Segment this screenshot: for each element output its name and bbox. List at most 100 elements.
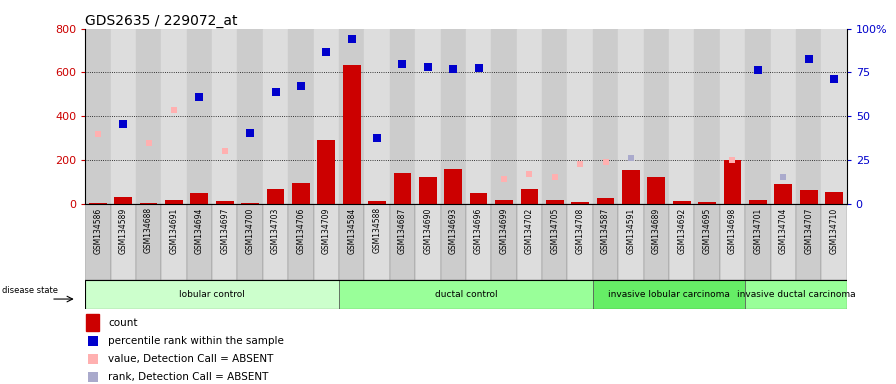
- Bar: [745, 29, 771, 204]
- Bar: [212, 204, 237, 280]
- Text: GSM134691: GSM134691: [169, 207, 178, 253]
- Bar: [771, 29, 796, 204]
- Text: rank, Detection Call = ABSENT: rank, Detection Call = ABSENT: [108, 371, 269, 382]
- Bar: [749, 200, 767, 204]
- Bar: [593, 204, 618, 280]
- Text: GSM134705: GSM134705: [550, 207, 559, 254]
- Text: disease state: disease state: [2, 286, 57, 295]
- Bar: [339, 204, 365, 280]
- Text: GSM134687: GSM134687: [398, 207, 407, 253]
- Text: GSM134706: GSM134706: [297, 207, 306, 254]
- Bar: [622, 170, 640, 204]
- Text: lobular control: lobular control: [179, 290, 245, 299]
- Bar: [567, 29, 593, 204]
- Bar: [495, 200, 513, 204]
- Text: GSM134697: GSM134697: [220, 207, 229, 254]
- Bar: [673, 201, 691, 204]
- Bar: [491, 29, 517, 204]
- Bar: [771, 204, 796, 280]
- Bar: [339, 29, 365, 204]
- Bar: [542, 29, 567, 204]
- Bar: [314, 29, 339, 204]
- Bar: [216, 201, 234, 204]
- Bar: [724, 160, 741, 204]
- Bar: [165, 200, 183, 204]
- Bar: [546, 200, 564, 204]
- Bar: [365, 29, 390, 204]
- Text: percentile rank within the sample: percentile rank within the sample: [108, 336, 284, 346]
- Bar: [85, 29, 110, 204]
- Text: GSM134587: GSM134587: [601, 207, 610, 253]
- Bar: [796, 29, 822, 204]
- Bar: [719, 204, 745, 280]
- Bar: [491, 204, 517, 280]
- Text: GSM134689: GSM134689: [651, 207, 661, 253]
- Bar: [339, 280, 593, 309]
- Bar: [521, 189, 538, 204]
- Bar: [796, 204, 822, 280]
- Bar: [390, 29, 415, 204]
- Text: GSM134707: GSM134707: [804, 207, 814, 254]
- Bar: [643, 29, 669, 204]
- Bar: [267, 189, 284, 204]
- Bar: [567, 204, 593, 280]
- Bar: [263, 29, 289, 204]
- Bar: [136, 29, 161, 204]
- Bar: [441, 29, 466, 204]
- Bar: [542, 204, 567, 280]
- Bar: [237, 204, 263, 280]
- Bar: [466, 29, 491, 204]
- Bar: [89, 203, 107, 204]
- Bar: [263, 204, 289, 280]
- Text: GSM134702: GSM134702: [525, 207, 534, 253]
- Text: GSM134696: GSM134696: [474, 207, 483, 254]
- Bar: [517, 29, 542, 204]
- Bar: [365, 204, 390, 280]
- Bar: [136, 204, 161, 280]
- Text: GSM134710: GSM134710: [830, 207, 839, 253]
- Bar: [289, 204, 314, 280]
- Bar: [643, 204, 669, 280]
- Bar: [694, 29, 719, 204]
- Bar: [694, 204, 719, 280]
- Bar: [618, 204, 643, 280]
- Text: ductal control: ductal control: [435, 290, 497, 299]
- Bar: [774, 184, 792, 204]
- Bar: [618, 29, 643, 204]
- Text: GSM134589: GSM134589: [118, 207, 128, 253]
- Bar: [466, 204, 491, 280]
- Text: invasive ductal carcinoma: invasive ductal carcinoma: [737, 290, 856, 299]
- Bar: [390, 204, 415, 280]
- Bar: [212, 29, 237, 204]
- Text: GSM134688: GSM134688: [144, 207, 153, 253]
- Text: GSM134694: GSM134694: [194, 207, 204, 254]
- Bar: [745, 280, 847, 309]
- Bar: [186, 204, 212, 280]
- Bar: [191, 193, 208, 204]
- Bar: [110, 204, 136, 280]
- Bar: [822, 29, 847, 204]
- Bar: [314, 204, 339, 280]
- Text: GSM134693: GSM134693: [449, 207, 458, 254]
- Text: GSM134588: GSM134588: [373, 207, 382, 253]
- Bar: [593, 280, 745, 309]
- Bar: [85, 204, 110, 280]
- Bar: [822, 204, 847, 280]
- Text: GSM134709: GSM134709: [322, 207, 331, 254]
- Bar: [470, 193, 487, 204]
- Bar: [393, 173, 411, 204]
- Bar: [343, 65, 360, 204]
- Text: GSM134699: GSM134699: [499, 207, 509, 254]
- Bar: [698, 202, 716, 204]
- Text: GSM134692: GSM134692: [677, 207, 686, 253]
- Bar: [419, 177, 436, 204]
- Bar: [161, 204, 186, 280]
- Text: GSM134586: GSM134586: [93, 207, 102, 253]
- Bar: [186, 29, 212, 204]
- Text: value, Detection Call = ABSENT: value, Detection Call = ABSENT: [108, 354, 273, 364]
- Text: GSM134708: GSM134708: [575, 207, 585, 253]
- Bar: [110, 29, 136, 204]
- Text: GSM134690: GSM134690: [423, 207, 433, 254]
- Bar: [745, 204, 771, 280]
- Text: GSM134703: GSM134703: [271, 207, 280, 254]
